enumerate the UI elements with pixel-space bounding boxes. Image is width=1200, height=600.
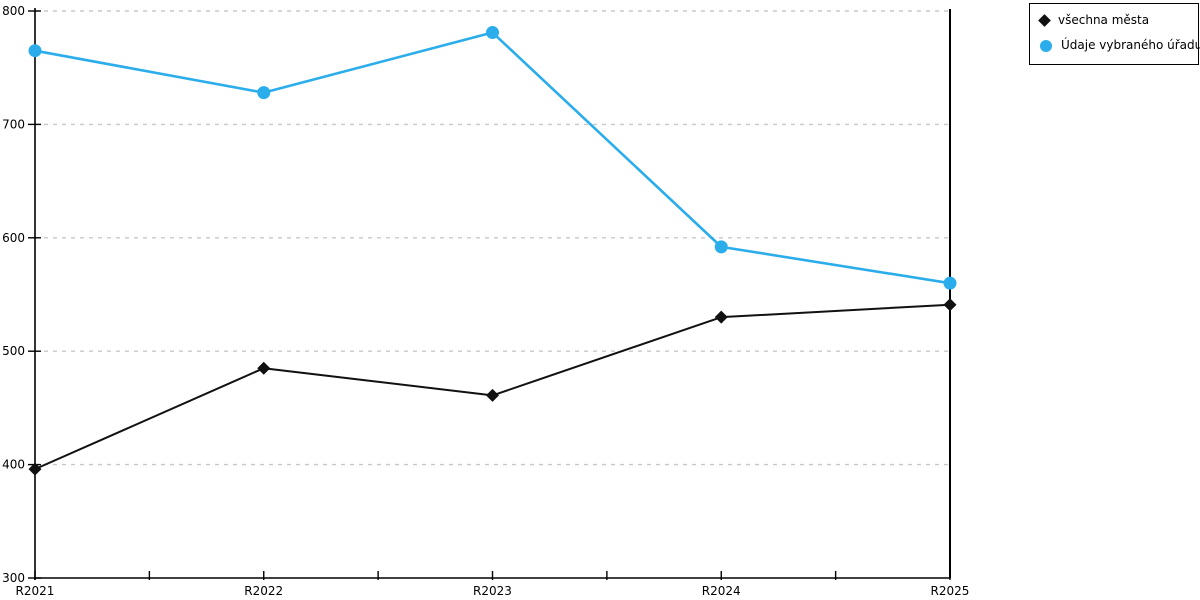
legend-label: Údaje vybraného úřadu [1061,38,1200,52]
data-point-diamond [714,310,728,324]
data-point-diamond [257,361,271,375]
x-tick-label: R2023 [473,584,512,598]
data-point-diamond [943,298,957,312]
y-tick-label: 800 [2,4,25,18]
y-tick-label: 600 [2,231,25,245]
y-tick-label: 300 [2,571,25,585]
data-point-circle [257,86,271,100]
data-point-diamond [486,388,499,402]
legend: všechna města Údaje vybraného úřadu [1029,3,1200,65]
series-line [33,31,952,285]
y-tick-label: 500 [2,344,25,358]
x-tick-label: R2021 [16,584,55,598]
legend-item-vsechna-mesta: všechna města [1038,13,1190,27]
x-tick-label: R2022 [244,584,283,598]
diamond-marker-icon [1038,14,1051,27]
legend-label: všechna města [1058,13,1150,27]
series-line [34,303,951,471]
data-point-circle [714,240,728,254]
data-point-circle [486,26,499,40]
data-point-diamond [28,462,42,476]
y-tick-label: 700 [2,117,25,131]
data-point-circle [28,44,42,58]
circle-marker-icon [1040,39,1052,52]
legend-item-udaje-uradu: Údaje vybraného úřadu [1040,39,1200,52]
data-point-circle [943,276,957,290]
y-tick-label: 400 [2,458,25,472]
x-tick-label: R2025 [931,584,970,598]
x-tick-label: R2024 [702,584,741,598]
